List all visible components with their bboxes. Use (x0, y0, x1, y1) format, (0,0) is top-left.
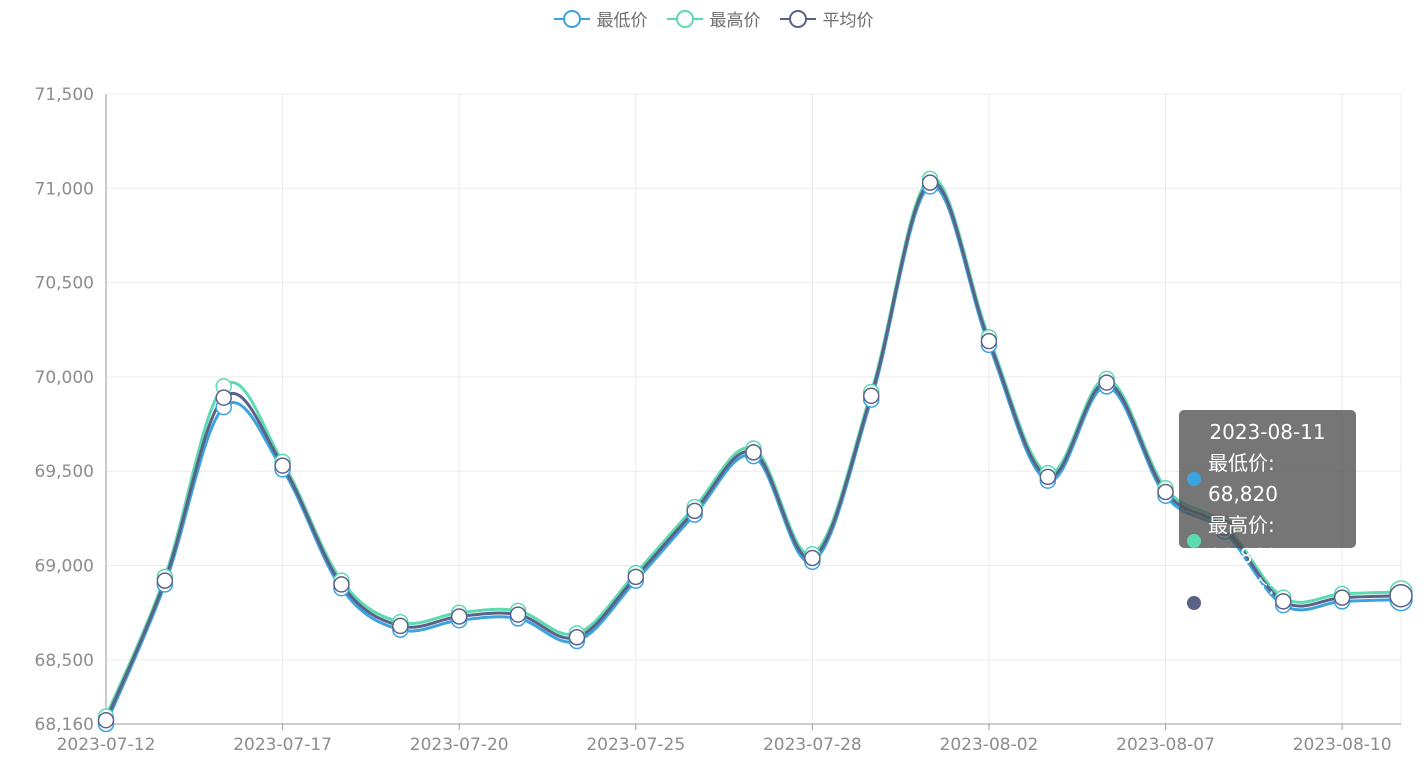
data-point-avg (156, 572, 174, 589)
data-point-avg (627, 568, 645, 586)
y-tick-label: 71,500 (35, 85, 94, 105)
data-point-avg (862, 387, 880, 405)
x-tick-label: 2023-08-10 (1293, 735, 1392, 755)
y-tick-label: 68,160 (35, 715, 94, 735)
x-tick-label: 2023-08-07 (1116, 735, 1215, 755)
data-point-avg (450, 608, 468, 625)
data-point-avg (921, 174, 939, 191)
y-tick-label: 71,000 (35, 179, 94, 199)
tooltip-row-high: 最高价: 68,860 (1187, 510, 1348, 572)
data-point-avg (333, 576, 350, 593)
data-point-avg (1098, 374, 1115, 391)
tooltip-row-low: 最低价: 68,820 (1187, 448, 1348, 510)
x-tick-label: 2023-07-25 (586, 735, 685, 755)
axes: 68,160 68,500 69,000 69,500 70,000 70,500 71,0… (35, 85, 1402, 755)
legend-avg-icon (779, 9, 816, 28)
grid (106, 93, 1401, 724)
legend-item-low[interactable]: 最低价 (553, 6, 648, 31)
data-point-avg (745, 444, 762, 461)
tooltip-value-low: 最低价: 68,820 (1208, 451, 1278, 506)
tooltip-dot-low (1187, 472, 1201, 486)
series-lines (104, 177, 1402, 725)
series-line-avg (104, 180, 1402, 721)
tooltip-value-high: 最高价: 68,860 (1208, 513, 1278, 568)
data-point-avg (1039, 468, 1057, 486)
data-point-avg (97, 711, 115, 729)
legend-label-low: 最低价 (596, 11, 648, 31)
data-points (97, 170, 1413, 733)
tooltip-dot-high (1187, 534, 1201, 548)
data-point-avg (804, 549, 821, 567)
tooltip-row-avg: 平均价: 68,840 (1187, 572, 1348, 634)
data-point-avg (509, 606, 527, 623)
legend-item-avg[interactable]: 平均价 (779, 6, 874, 31)
data-point-avg (568, 628, 586, 646)
legend-label-avg: 平均价 (822, 11, 874, 31)
tooltip-title: 2023-08-11 (1209, 420, 1326, 444)
data-point-avg (215, 389, 232, 406)
tooltip-value-avg: 平均价: 68,840 (1208, 575, 1278, 630)
x-tick-label: 2023-08-02 (940, 735, 1039, 755)
legend-item-high[interactable]: 最高价 (666, 6, 761, 31)
y-tick-label: 68,500 (35, 651, 94, 671)
data-point-avg (686, 502, 703, 520)
y-tick-label: 69,500 (35, 462, 94, 482)
data-point-avg (1333, 589, 1351, 606)
tooltip: 2023-08-11 最低价: 68,820 最高价: 68,860 平均价: … (1179, 410, 1356, 630)
data-point-avg (1275, 593, 1292, 610)
data-point-avg (1389, 583, 1413, 608)
data-point-avg (392, 617, 409, 635)
y-tick-label: 70,000 (35, 368, 94, 388)
x-tick-label: 2023-07-17 (233, 735, 332, 755)
data-point-avg (980, 332, 998, 350)
y-tick-label: 69,000 (35, 557, 94, 577)
legend: 最低价 最高价 平均价 (0, 6, 1426, 31)
x-tick-label: 2023-07-12 (57, 735, 156, 755)
legend-high-icon (666, 9, 703, 28)
legend-label-high: 最高价 (709, 11, 761, 31)
data-point-avg (274, 457, 291, 474)
y-tick-label: 70,500 (35, 274, 94, 294)
tooltip-dot-avg (1187, 596, 1201, 610)
legend-low-icon (553, 9, 590, 28)
x-tick-label: 2023-07-28 (763, 735, 862, 755)
data-point-avg (1157, 483, 1174, 501)
x-tick-label: 2023-07-20 (410, 735, 509, 755)
